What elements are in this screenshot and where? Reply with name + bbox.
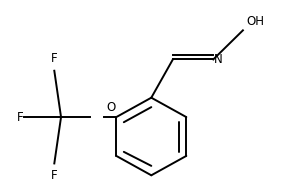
- Text: F: F: [17, 111, 24, 124]
- Text: N: N: [214, 53, 223, 66]
- Text: OH: OH: [246, 15, 265, 28]
- Text: F: F: [51, 169, 58, 182]
- Text: F: F: [51, 52, 58, 65]
- Text: O: O: [107, 101, 116, 114]
